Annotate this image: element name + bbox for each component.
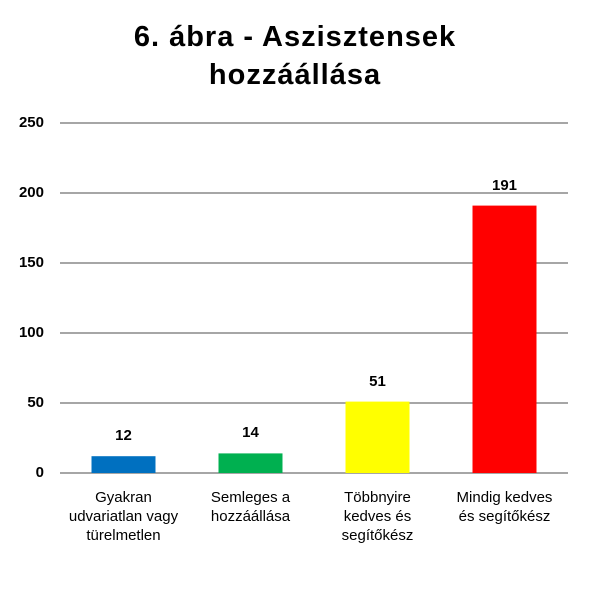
y-tick-label: 0: [35, 464, 44, 481]
y-tick-label: 150: [18, 254, 44, 271]
value-label: 191: [491, 176, 518, 194]
value-label: 14: [242, 424, 259, 442]
y-tick-label: 250: [18, 114, 44, 131]
value-label: 12: [115, 427, 132, 445]
bar: [345, 401, 410, 473]
x-tick-label: Mindig kedves és segítőkész: [456, 489, 553, 525]
chart-title: 6. ábra - Aszisztensek hozzáállása: [133, 21, 457, 91]
bar: [472, 205, 537, 473]
x-tick-label: Többnyire kedves és segítőkész: [341, 489, 414, 544]
y-tick-label: 50: [27, 394, 44, 411]
bar: [91, 456, 156, 473]
bar: [218, 453, 283, 473]
x-tick-label: Gyakran udvariatlan vagy türelmetlen: [68, 489, 179, 544]
x-tick-label: Semleges a hozzáállása: [210, 489, 291, 525]
y-tick-label: 100: [18, 324, 44, 341]
value-label: 51: [369, 372, 386, 390]
y-tick-label: 200: [18, 184, 44, 201]
